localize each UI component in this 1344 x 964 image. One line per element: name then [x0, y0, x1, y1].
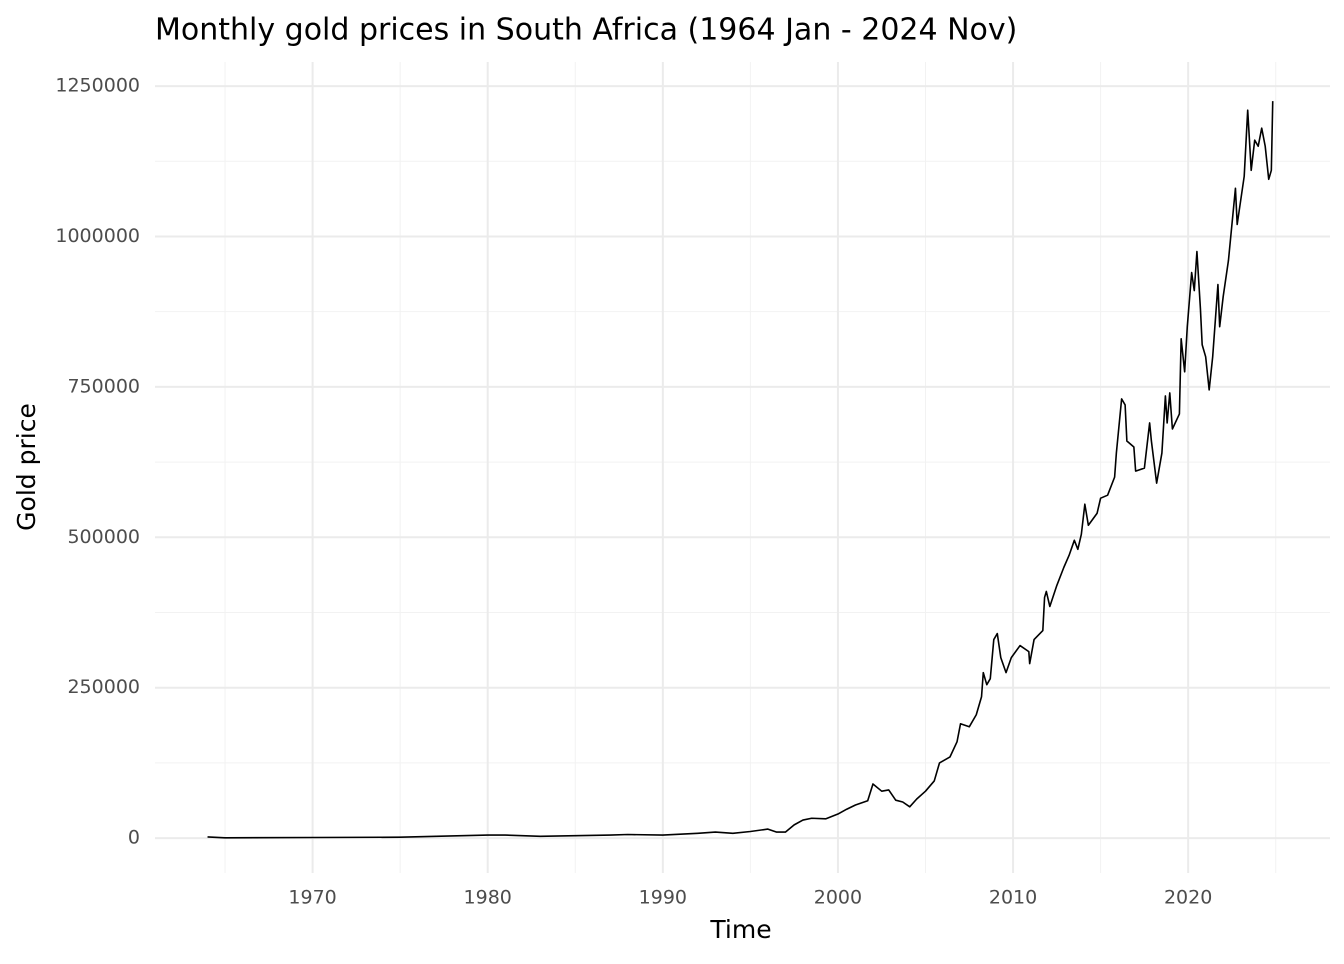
y-tick-label: 500000 — [67, 526, 140, 548]
y-tick-label: 0 — [128, 827, 140, 849]
y-tick-label: 1250000 — [55, 75, 140, 97]
chart-title: Monthly gold prices in South Africa (196… — [155, 13, 1017, 48]
y-tick-label: 250000 — [67, 676, 140, 698]
y-axis-title: Gold price — [12, 403, 41, 531]
x-tick-label: 1980 — [464, 887, 512, 909]
y-tick-label: 1000000 — [55, 225, 140, 247]
x-tick-label: 2010 — [989, 887, 1037, 909]
x-tick-label: 2020 — [1164, 887, 1212, 909]
x-tick-label: 1970 — [288, 887, 336, 909]
price-line — [207, 101, 1274, 839]
x-tick-label: 2000 — [814, 887, 862, 909]
y-tick-label: 750000 — [67, 375, 140, 397]
x-axis-title: Time — [709, 915, 771, 944]
x-tick-label: 1990 — [639, 887, 687, 909]
